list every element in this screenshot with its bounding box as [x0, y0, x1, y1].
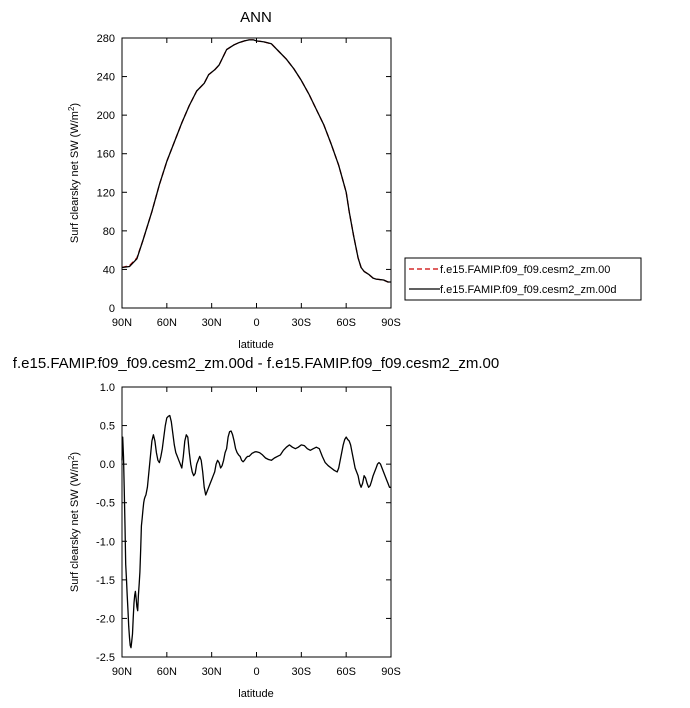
y-tick-label-3: -1.0 — [96, 536, 115, 548]
y-tick-label-5: 200 — [97, 110, 115, 122]
y-tick-label-1: 40 — [103, 264, 115, 276]
bottom-x-axis-label: latitude — [238, 688, 273, 700]
top-plot-frame — [121, 37, 392, 309]
y-tick-label-6: 240 — [97, 72, 115, 84]
y-tick-label-4: 160 — [97, 149, 115, 161]
y-tick-label-2: -1.5 — [96, 575, 115, 587]
x-tick-label-5: 60S — [336, 666, 356, 678]
y-tick-label-1: -2.0 — [96, 613, 115, 625]
x-tick-label-4: 30S — [292, 317, 312, 329]
legend-box — [404, 257, 642, 301]
bottom-panel: f.e15.FAMIP.f09_f09.cesm2_zm.00d - f.e15… — [13, 355, 499, 700]
bottom-plot-frame — [121, 386, 392, 658]
legend-entry-series-1: f.e15.FAMIP.f09_f09.cesm2_zm.00 — [440, 264, 610, 276]
top-y-axis-label: Surf clearsky net SW (W/m2) — [67, 103, 81, 243]
y-tick-label-3: 120 — [97, 187, 115, 199]
top-panel: ANN 90N 60N 30N 0 30S 60S 90S 0 40 80 120 160 200 24… — [67, 9, 642, 351]
y-tick-label-5: 0.0 — [100, 459, 115, 471]
top-y-ticks: 0 40 80 120 160 200 240 280 — [97, 33, 391, 315]
x-tick-label-4: 30S — [292, 666, 312, 678]
bottom-y-ticks: -2.5 -2.0 -1.5 -1.0 -0.5 0.0 0.5 1.0 — [96, 382, 391, 664]
x-tick-label-0: 90N — [112, 317, 132, 329]
y-tick-label-0: -2.5 — [96, 652, 115, 664]
top-x-ticks: 90N 60N 30N 0 30S 60S 90S — [112, 38, 401, 329]
x-tick-label-1: 60N — [157, 317, 177, 329]
x-tick-label-5: 60S — [336, 317, 356, 329]
x-tick-label-3: 0 — [253, 666, 259, 678]
x-tick-label-3: 0 — [253, 317, 259, 329]
y-tick-label-6: 0.5 — [100, 421, 115, 433]
y-tick-label-4: -0.5 — [96, 498, 115, 510]
series-line-0 — [121, 39, 391, 283]
bottom-chart-title: f.e15.FAMIP.f09_f09.cesm2_zm.00d - f.e15… — [13, 355, 499, 372]
legend: f.e15.FAMIP.f09_f09.cesm2_zm.00 f.e15.FA… — [404, 257, 642, 301]
x-tick-label-6: 90S — [381, 666, 401, 678]
y-tick-label-7: 1.0 — [100, 382, 115, 394]
bottom-x-ticks: 90N 60N 30N 0 30S 60S 90S — [112, 387, 401, 678]
top-series-lines — [121, 39, 391, 283]
top-chart-title: ANN — [240, 9, 272, 26]
bottom-series-lines — [121, 414, 391, 649]
x-tick-label-6: 90S — [381, 317, 401, 329]
series-line-0 — [121, 414, 391, 649]
x-tick-label-0: 90N — [112, 666, 132, 678]
y-tick-label-2: 80 — [103, 226, 115, 238]
x-tick-label-2: 30N — [202, 666, 222, 678]
y-tick-label-0: 0 — [109, 303, 115, 315]
series-line-1 — [121, 39, 391, 283]
top-x-axis-label: latitude — [238, 339, 273, 351]
x-tick-label-1: 60N — [157, 666, 177, 678]
y-tick-label-7: 280 — [97, 33, 115, 45]
bottom-y-axis-label: Surf clearsky net SW (W/m2) — [67, 452, 81, 592]
x-tick-label-2: 30N — [202, 317, 222, 329]
legend-entry-series-2: f.e15.FAMIP.f09_f09.cesm2_zm.00d — [440, 284, 617, 296]
